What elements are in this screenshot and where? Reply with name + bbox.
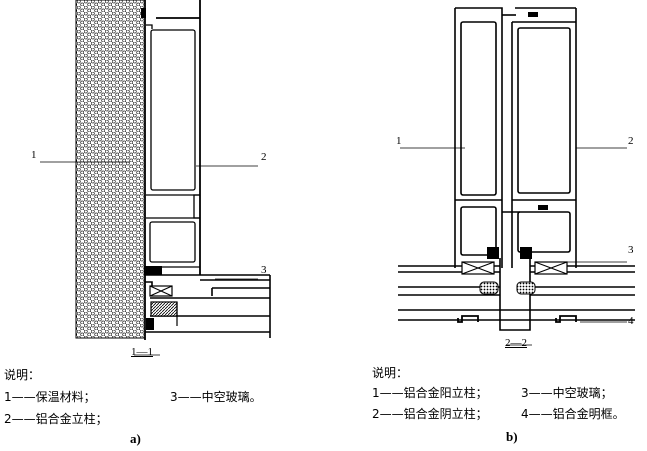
- callout-a-3: 3: [261, 264, 267, 276]
- section-label-b: 2—2: [505, 337, 527, 349]
- section-label-a: 1—1: [131, 346, 153, 358]
- legend-b-item-2: 2——铝合金阴立柱；: [372, 407, 488, 421]
- callout-a-2: 2: [261, 151, 267, 163]
- caption-b: b): [506, 429, 518, 444]
- legend-a-item-2: 2——铝合金立柱；: [4, 412, 108, 426]
- aluminium-column-a: [141, 0, 201, 340]
- frame-clip-right: [555, 315, 577, 323]
- aluminium-male-column: [454, 7, 516, 268]
- frame-clip-left: [457, 315, 479, 323]
- insulation-material: [75, 0, 146, 339]
- diagram-a: [40, 0, 271, 356]
- legend-title-b: 说明：: [372, 366, 409, 380]
- legend-b-item-3: 3——中空玻璃；: [521, 386, 613, 400]
- diagram-b: [398, 7, 635, 346]
- aluminium-female-column: [502, 7, 577, 268]
- caption-a: a): [130, 431, 141, 446]
- legend-b-item-1: 1——铝合金阳立柱；: [372, 386, 488, 400]
- callout-b-2: 2: [628, 135, 634, 147]
- callout-a-1: 1: [31, 149, 37, 161]
- callout-b-3: 3: [628, 244, 634, 256]
- callout-b-4: 4: [628, 315, 634, 327]
- callout-b-1: 1: [396, 135, 402, 147]
- legend-a-item-3: 3——中空玻璃。: [170, 390, 262, 404]
- gasket-a1: [144, 266, 162, 275]
- glass-edge-a: [150, 301, 178, 317]
- legend-a-item-1: 1——保温材料；: [4, 390, 96, 404]
- legend-b-item-4: 4——铝合金明框。: [521, 407, 625, 421]
- legend-title-a: 说明：: [4, 368, 41, 382]
